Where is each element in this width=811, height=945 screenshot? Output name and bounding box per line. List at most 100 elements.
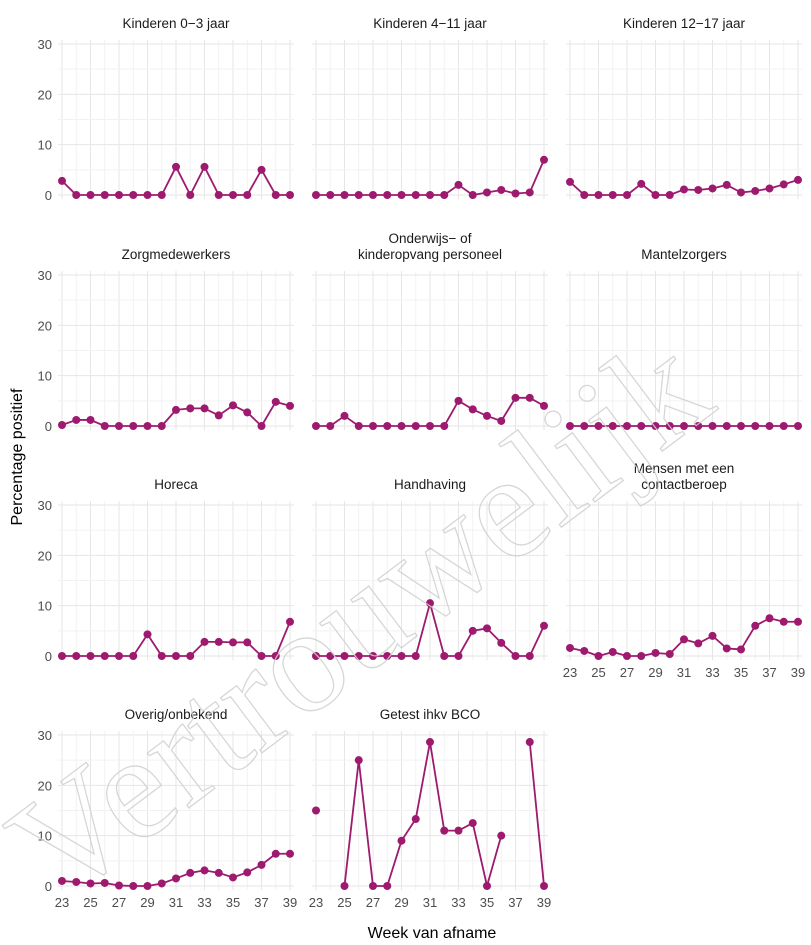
data-point: [594, 652, 603, 660]
data-point: [665, 191, 674, 199]
data-point: [765, 614, 774, 623]
data-point: [354, 652, 363, 660]
data-point: [257, 422, 266, 430]
data-point: [115, 881, 123, 890]
data-point: [751, 422, 760, 430]
data-point: [383, 422, 392, 430]
data-point: [143, 882, 152, 890]
data-point: [326, 191, 335, 199]
y-tick-label: 10: [38, 138, 52, 153]
data-point: [440, 826, 449, 835]
y-tick-label: 20: [38, 548, 52, 563]
data-point: [525, 393, 534, 402]
panel: Kinderen 4−11 jaar: [312, 16, 548, 199]
data-point: [243, 408, 252, 417]
x-tick-label: 29: [648, 665, 662, 680]
panel: Handhaving: [312, 477, 548, 660]
data-point: [426, 422, 434, 430]
data-point: [157, 422, 166, 430]
panel: Zorgmedewerkers 0 10 20 30: [38, 247, 294, 434]
data-point: [100, 422, 109, 430]
data-point: [214, 868, 223, 877]
x-tick-label: 39: [537, 895, 551, 910]
data-point: [580, 422, 589, 430]
data-point: [637, 422, 646, 430]
panel: Mantelzorgers: [566, 247, 802, 430]
data-point: [751, 621, 760, 630]
watermark-text: Vertrouwelijk: [0, 302, 739, 931]
data-point: [708, 422, 717, 430]
data-point: [354, 422, 363, 430]
panel-title: Zorgmedewerkers: [122, 247, 231, 262]
data-point: [214, 191, 223, 199]
data-point: [411, 422, 420, 430]
data-point: [440, 191, 449, 199]
data-point: [722, 422, 731, 430]
data-point: [186, 652, 195, 660]
data-point: [525, 188, 534, 197]
data-point: [257, 652, 266, 660]
data-point: [497, 638, 506, 647]
data-point: [115, 191, 123, 199]
data-point: [72, 415, 81, 424]
data-point: [214, 411, 223, 420]
data-point: [200, 866, 209, 875]
data-point: [58, 176, 66, 185]
y-tick-label: 20: [38, 87, 52, 102]
x-tick-label: 27: [112, 895, 126, 910]
data-point: [100, 652, 109, 660]
data-point: [243, 638, 252, 647]
y-tick-label: 0: [45, 879, 52, 894]
x-tick-label: 31: [423, 895, 437, 910]
data-point: [651, 191, 660, 199]
data-point: [229, 401, 237, 410]
x-tick-label: 33: [451, 895, 465, 910]
data-point: [608, 191, 617, 199]
data-point: [129, 882, 138, 890]
data-point: [397, 652, 406, 660]
data-point: [186, 404, 195, 413]
data-point: [525, 738, 534, 747]
data-point: [497, 831, 506, 840]
data-point: [608, 422, 617, 430]
x-tick-label: 31: [677, 665, 691, 680]
x-tick-label: 25: [591, 665, 605, 680]
data-point: [594, 422, 603, 430]
panel-title: kinderopvang personeel: [358, 247, 502, 262]
data-point: [143, 191, 152, 199]
data-point: [411, 652, 420, 660]
data-point: [468, 819, 477, 828]
y-tick-label: 0: [45, 419, 52, 434]
data-point: [100, 878, 109, 887]
data-point: [651, 422, 660, 430]
data-point: [566, 422, 574, 430]
data-point: [172, 874, 180, 883]
data-point: [312, 422, 320, 430]
data-point: [383, 191, 392, 199]
data-point: [525, 652, 534, 660]
data-point: [143, 630, 152, 639]
y-tick-label: 30: [38, 268, 52, 283]
data-point: [172, 162, 180, 171]
data-point: [86, 652, 95, 660]
series-line: [528, 741, 545, 887]
data-point: [115, 652, 123, 660]
data-point: [271, 191, 280, 199]
data-point: [468, 626, 477, 635]
data-point: [497, 416, 506, 425]
x-axis-title: Week van afname: [368, 925, 497, 942]
panel: Kinderen 0−3 jaar 0 10 20 30: [38, 16, 294, 203]
data-point: [608, 647, 617, 656]
x-tick-label: 35: [226, 895, 240, 910]
data-point: [129, 422, 138, 430]
data-point: [468, 191, 477, 199]
data-point: [383, 652, 392, 660]
data-point: [623, 652, 631, 660]
data-point: [58, 876, 66, 885]
data-point: [737, 645, 745, 654]
data-point: [340, 191, 349, 199]
data-point: [271, 652, 280, 660]
data-point: [229, 638, 237, 647]
